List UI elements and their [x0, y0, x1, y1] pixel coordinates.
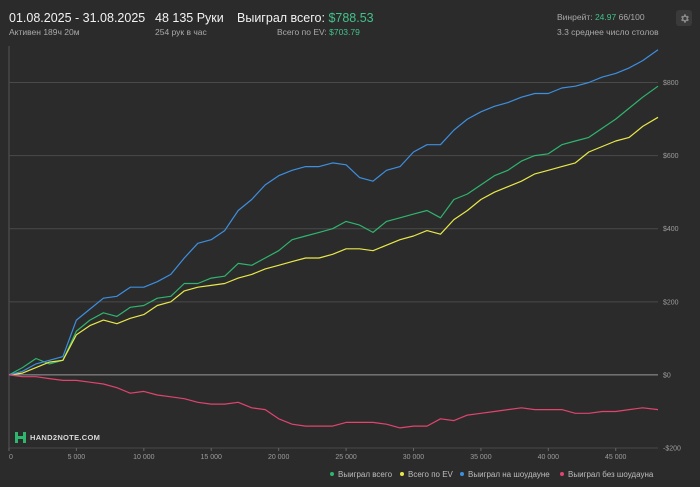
series-line-showdown: [8, 49, 659, 376]
legend-showdown[interactable]: Выиграл на шоудауне: [460, 470, 550, 479]
legend-marker: [330, 471, 334, 476]
winrate-value: 24.97: [594, 12, 617, 22]
x-tick-label: 15 000: [201, 454, 223, 461]
winrate: Винрейт: 24.97 66/100: [557, 12, 645, 22]
winrate-sample: 66/100: [618, 12, 645, 22]
won-total-label: Выиграл всего:: [237, 11, 325, 25]
y-tick-label: $800: [663, 80, 679, 87]
x-tick-label: 30 000: [403, 454, 425, 461]
legend-non-showdown[interactable]: Выиграл без шоудауна: [560, 470, 653, 479]
avg-tables: 3.3 среднее число столов: [557, 27, 659, 37]
x-tick-label: 40 000: [538, 454, 560, 461]
y-tick-label: $0: [663, 372, 671, 379]
hands-count: 48 135 Руки: [155, 11, 224, 25]
series-line-won-total: [8, 85, 659, 376]
x-tick-label: 5 000: [68, 454, 86, 461]
date-range: 01.08.2025 - 31.08.2025: [9, 11, 146, 25]
legend-ev-total[interactable]: Всего по EV: [400, 470, 453, 479]
legend-marker: [560, 471, 564, 476]
y-tick-label: $200: [663, 299, 679, 306]
legend-label: Выиграл на шоудауне: [468, 470, 550, 479]
gear-icon: [680, 13, 689, 23]
settings-button[interactable]: [676, 10, 692, 26]
logo-text: HAND2NOTE.COM: [30, 432, 101, 442]
ev-total: Всего по EV: $703.79: [277, 27, 360, 37]
legend-label: Выиграл без шоудауна: [568, 470, 654, 479]
y-tick-label: $600: [663, 153, 679, 160]
x-tick-label: 20 000: [268, 454, 290, 461]
legend-label: Выиграл всего: [338, 470, 393, 479]
x-tick-label: 45 000: [605, 454, 627, 461]
legend-won-total[interactable]: Выиграл всего: [330, 470, 392, 479]
won-total: Выиграл всего: $788.53: [237, 11, 374, 25]
legend-marker: [400, 471, 404, 476]
legend-marker: [460, 471, 464, 476]
y-tick-label: $400: [663, 226, 679, 233]
x-tick-label: 0: [9, 454, 13, 461]
active-time: Активен 189ч 20м: [9, 27, 80, 37]
hands-per-hour: 254 рук в час: [155, 27, 207, 37]
winrate-label: Винрейт:: [557, 12, 593, 22]
ev-total-value: $703.79: [329, 27, 360, 37]
x-tick-label: 35 000: [470, 454, 492, 461]
hand2note-logo-icon: [15, 431, 26, 443]
ev-total-label: Всего по EV:: [277, 27, 327, 37]
hand2note-logo: HAND2NOTE.COM: [15, 430, 100, 444]
legend-label: Всего по EV: [408, 470, 453, 479]
y-tick-label: -$200: [663, 446, 681, 453]
x-tick-label: 10 000: [133, 454, 155, 461]
line-chart: -$200 $0 $200 $400 $600 $800 0 5 000 10 000 15 00…: [8, 46, 681, 461]
x-tick-label: 25 000: [335, 454, 357, 461]
series-line-ev-total: [8, 116, 659, 376]
series-line-non-showdown: [8, 374, 659, 429]
stats-header: 01.08.2025 - 31.08.2025 Активен 189ч 20м…: [0, 0, 700, 44]
won-total-value: $788.53: [328, 11, 374, 25]
